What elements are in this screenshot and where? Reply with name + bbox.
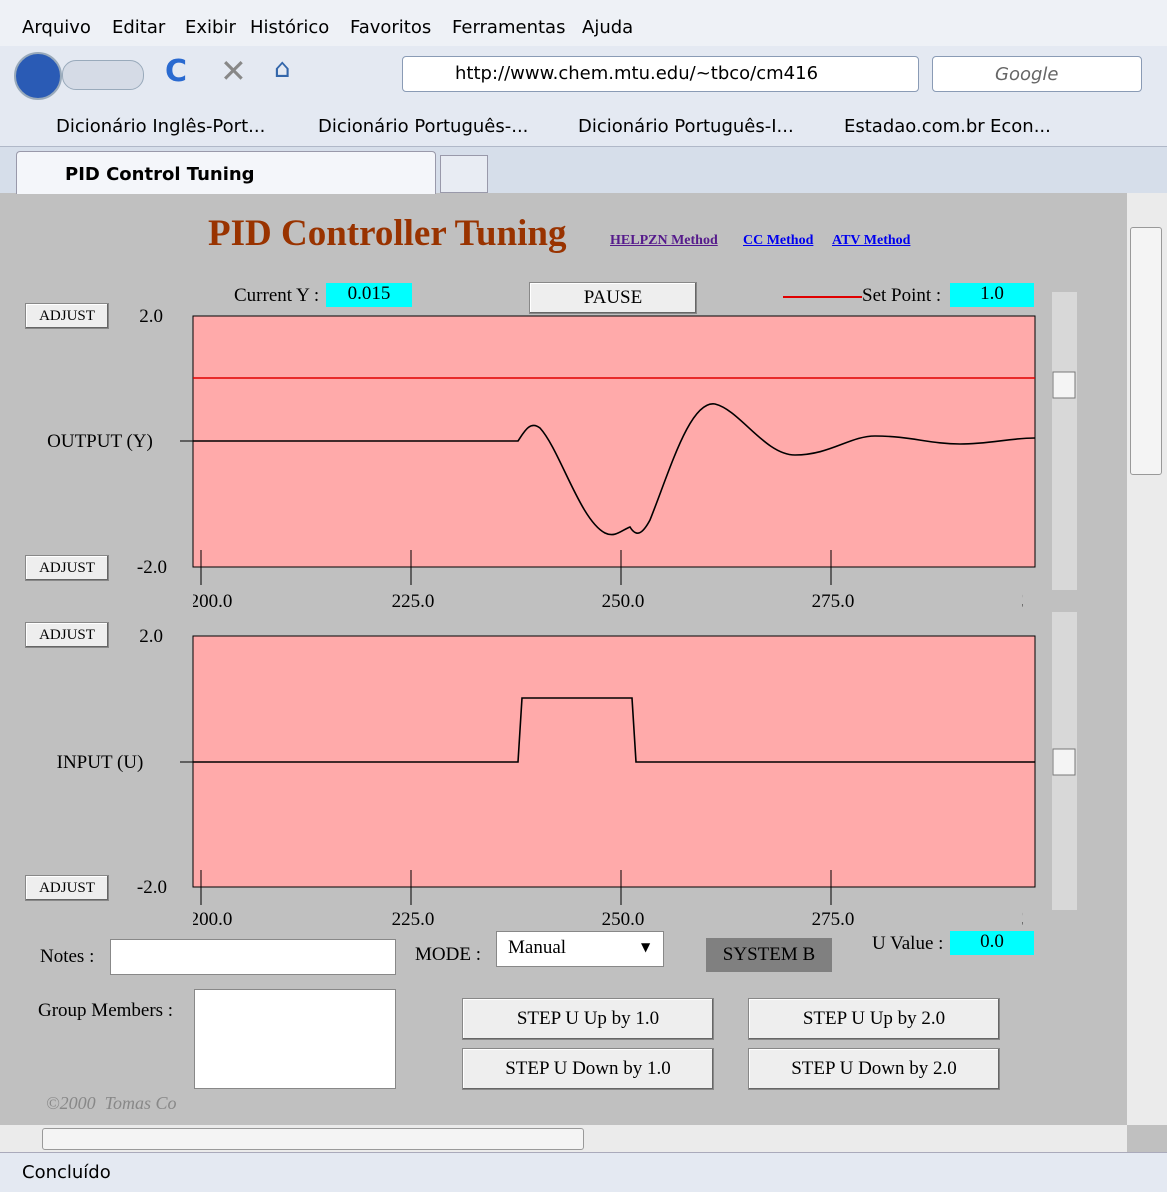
x-tick-label: 250.0 <box>602 909 645 930</box>
menu-item[interactable]: Ajuda <box>582 17 634 38</box>
step-button[interactable]: STEP U Down by 2.0 <box>748 1048 1000 1090</box>
x-tick-label: 300.0 <box>1022 591 1065 612</box>
step-button[interactable]: STEP U Up by 1.0 <box>462 998 714 1040</box>
menu-item[interactable]: Editar <box>112 17 166 38</box>
back-button[interactable] <box>14 52 62 100</box>
menu-bar: Arquivo Editar Exibir Histórico Favorito… <box>0 0 1167 46</box>
horizontal-scrollbar[interactable] <box>0 1125 1127 1152</box>
bookmark[interactable]: Estadao.com.br <box>844 116 985 137</box>
output-curve <box>193 403 1036 536</box>
bookmark[interactable]: Dicionário Português-... <box>318 116 529 137</box>
stop-icon[interactable]: ✕ <box>220 52 247 90</box>
menu-item[interactable]: Histórico <box>250 17 330 38</box>
scroll-thumb[interactable] <box>1052 371 1076 399</box>
menu-item[interactable]: Exibir <box>185 17 236 38</box>
dropdown-arrow: ▼ <box>641 940 651 954</box>
page-title: PID Controller Tuning <box>208 213 567 254</box>
link[interactable]: CC Method <box>743 233 814 248</box>
x-tick-label: 225.0 <box>392 591 435 612</box>
tab-title: PID Control Tuning <box>65 164 255 185</box>
tab[interactable]: PID Control Tuning <box>16 151 436 194</box>
current-y-label: Current Y : <box>234 285 320 306</box>
adjust-button[interactable]: ADJUST <box>25 555 109 581</box>
new-tab[interactable] <box>440 155 488 193</box>
adjust-button[interactable]: ADJUST <box>25 303 109 329</box>
x-tick-label: 300.0 <box>1022 909 1065 930</box>
y-max-label: 2.0 <box>139 306 163 327</box>
y-max-label: 2.0 <box>139 626 163 647</box>
set-point-label: Set Point : <box>862 285 942 306</box>
input-x-ticks <box>200 870 832 905</box>
y-min-label: -2.0 <box>137 877 167 898</box>
link[interactable]: HELPZN Method <box>610 233 718 248</box>
step-button[interactable]: STEP U Down by 1.0 <box>462 1048 714 1090</box>
notes-input[interactable] <box>110 939 396 975</box>
chart-label: INPUT (U) <box>57 752 144 773</box>
address-bar[interactable]: http://www.chem.mtu.edu/~tbco/cm416 <box>402 56 919 92</box>
forward-button[interactable] <box>62 60 144 90</box>
adjust-button[interactable]: ADJUST <box>25 622 109 648</box>
system-label: SYSTEM B <box>706 938 832 972</box>
pause-button[interactable]: PAUSE <box>529 282 697 314</box>
copyright: ©2000 Tomas Co <box>46 1093 177 1113</box>
notes-label: Notes : <box>40 946 95 967</box>
status-text: Concluído <box>22 1162 111 1183</box>
mode-select[interactable]: Manual ▼ <box>496 931 664 967</box>
chart-label: OUTPUT (Y) <box>47 431 153 452</box>
url: http://www.chem.mtu.edu/~tbco/cm416 <box>455 63 819 84</box>
search-placeholder: Google <box>995 64 1059 85</box>
group-members-input[interactable] <box>194 989 396 1089</box>
x-tick-label: 275.0 <box>812 591 855 612</box>
search-box[interactable]: Google <box>932 56 1142 92</box>
u-value-label: U Value : <box>872 933 944 954</box>
nav-toolbar: C ✕ ⌂ http://www.chem.mtu.edu/~tbco/cm41… <box>0 46 1167 104</box>
menu-item[interactable]: Favoritos <box>350 17 432 38</box>
tab-bar: PID Control Tuning <box>0 147 1167 194</box>
link[interactable]: ATV Method <box>832 233 911 248</box>
menu-item[interactable]: Arquivo <box>22 17 91 38</box>
menu-item[interactable]: Ferramentas <box>452 17 566 38</box>
x-tick-label: 225.0 <box>392 909 435 930</box>
x-tick-label: 200.0 <box>190 909 233 930</box>
scroll-thumb[interactable] <box>1052 748 1076 776</box>
output-x-ticks <box>200 550 832 585</box>
x-tick-label: 275.0 <box>812 909 855 930</box>
input-curve <box>193 697 1035 763</box>
current-y-value: 0.015 <box>326 283 412 307</box>
page-scrollbar[interactable] <box>1127 193 1167 1125</box>
applet-scrollbar[interactable] <box>1052 292 1077 590</box>
scroll-thumb[interactable] <box>42 1128 584 1150</box>
y-min-label: -2.0 <box>137 557 167 578</box>
bookmark[interactable]: Dicionário Inglês-Port... <box>56 116 266 137</box>
u-value: 0.0 <box>950 931 1034 955</box>
bookmark[interactable]: Econ... <box>990 116 1051 137</box>
scroll-thumb[interactable] <box>1130 227 1162 475</box>
x-tick-label: 200.0 <box>190 591 233 612</box>
step-button[interactable]: STEP U Up by 2.0 <box>748 998 1000 1040</box>
group-members-label: Group Members : <box>38 1000 174 1021</box>
mode-value: Manual <box>508 937 567 958</box>
status-bar: Concluído <box>0 1152 1167 1192</box>
home-icon[interactable]: ⌂ <box>274 54 291 84</box>
bookmarks-bar: Dicionário Inglês-Port... Dicionário Por… <box>0 104 1167 147</box>
mode-label: MODE : <box>415 944 481 965</box>
adjust-button[interactable]: ADJUST <box>25 875 109 901</box>
bookmark[interactable]: Dicionário Português-I... <box>578 116 794 137</box>
reload-icon[interactable]: C <box>165 54 188 89</box>
x-tick-label: 250.0 <box>602 591 645 612</box>
set-point-value: 1.0 <box>950 283 1034 307</box>
